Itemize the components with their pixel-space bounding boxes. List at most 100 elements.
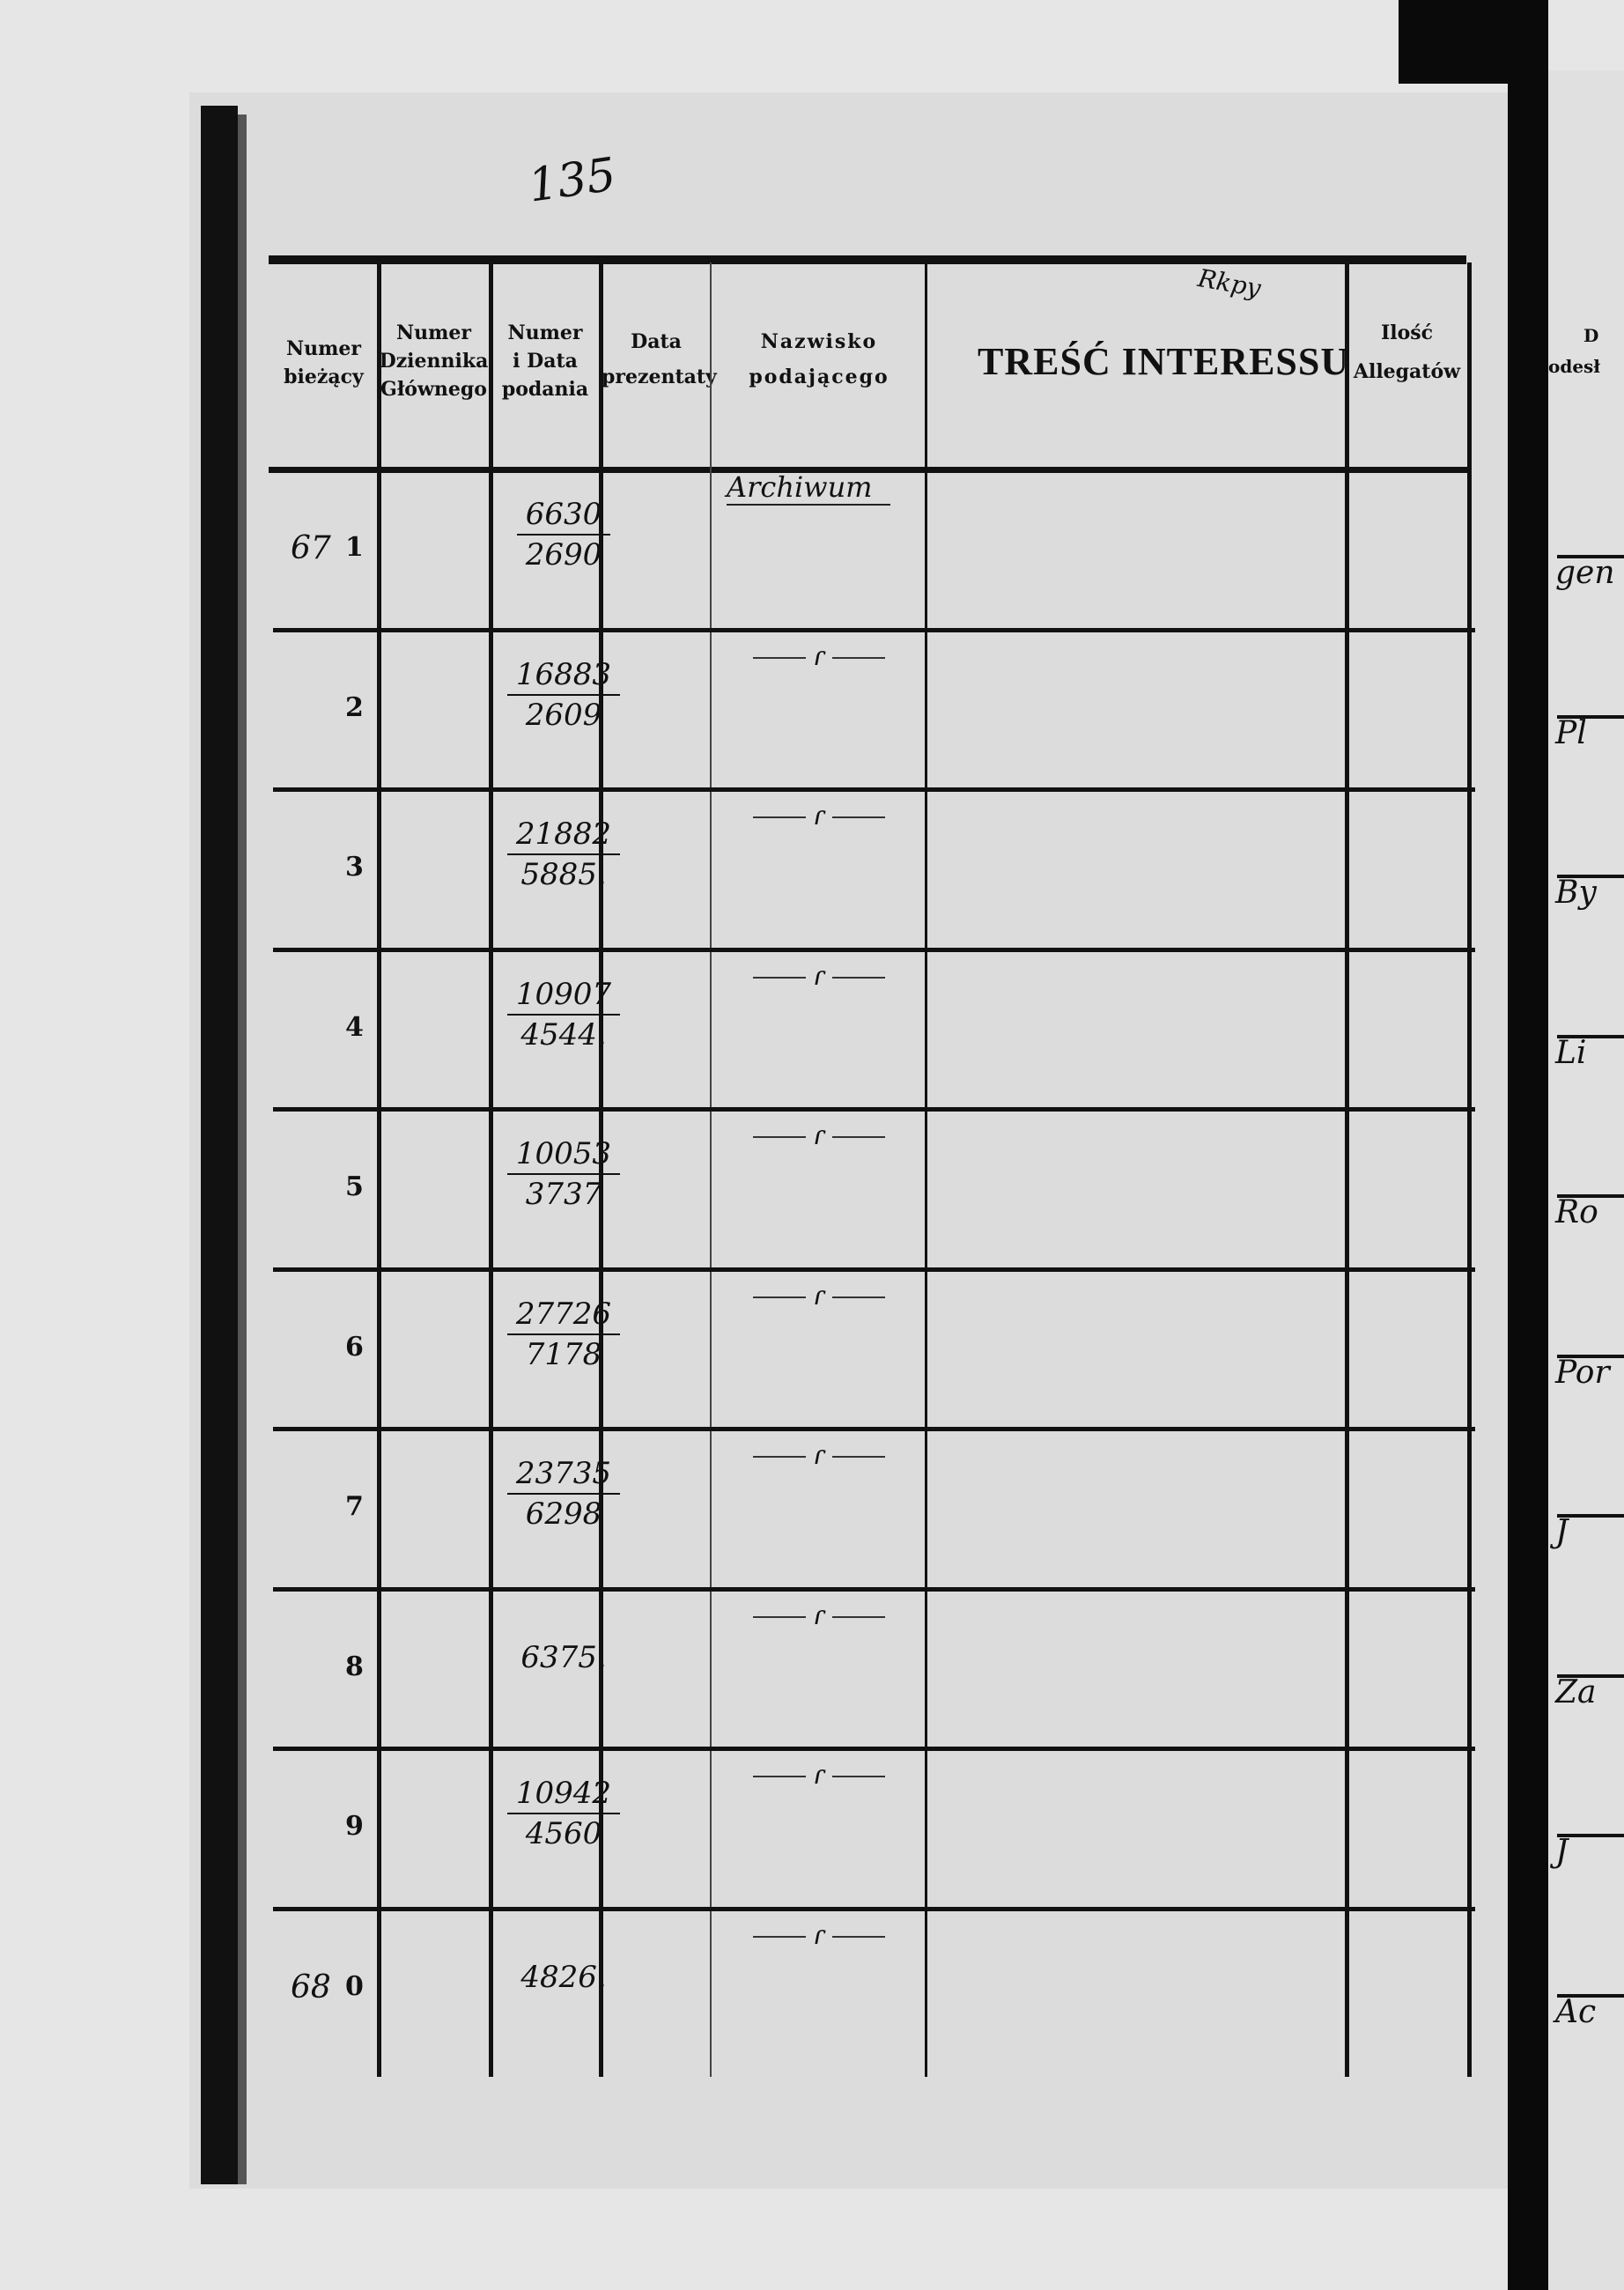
header-line: podania [501,378,589,401]
facing-row-rule [1557,1034,1624,1038]
row-number: 7 [345,1491,364,1522]
row-rule [273,1586,1475,1592]
header-line: Numer [286,337,361,360]
header-ilosc-allegatow: Ilość Allegatów [1347,319,1466,386]
facing-row-rule [1557,714,1624,719]
table-row: 7 23735 6298 ɾ [0,1429,1497,1590]
facing-row-rule [1557,1834,1624,1837]
facing-row-rule [1557,555,1624,558]
header-data-prezentaty: Data prezentaty [602,328,717,391]
facing-row-fragment: Ro [1555,1194,1598,1230]
facing-row-fragment: J [1555,1834,1569,1870]
table-row: 9 10942 4560 ɾ [0,1749,1497,1910]
table-row: 4 10907 4544. ɾ [0,950,1497,1111]
facing-row-fragment: Pl [1555,714,1587,751]
table-row: 3 21882 5885. ɾ [0,790,1497,950]
header-numer-data-podania: Numer i Data podania [491,319,599,403]
row-rule [273,1107,1475,1112]
facing-row-rule [1557,875,1624,878]
row-number: 1 [345,532,364,563]
row-number: 8 [345,1651,364,1682]
header-line: Ilość [1380,321,1434,344]
header-line: i Data [513,350,578,373]
filing-date: 4560 [525,1816,602,1851]
header-numer-dziennika: Numer Dziennika Głównego [379,319,489,403]
row-number: 4 [345,1011,364,1043]
facing-row-rule [1557,1993,1624,1998]
row-rule [273,1267,1475,1272]
col-divider-5 [925,262,927,2077]
number-and-date-cell: 10942 4560 [498,1774,630,1853]
filing-number: 10942 [506,1774,621,1814]
col-divider-3 [599,262,603,2077]
row-number: 9 [345,1811,364,1842]
filing-number: 4826. [520,1959,607,1995]
filing-number: 16883 [506,655,621,696]
ditto-mark: ɾ [718,961,920,992]
col-divider-7 [1467,262,1472,2077]
book-spine-edge [238,114,247,2184]
ditto-mark: ɾ [718,1440,920,1471]
facing-row-rule [1557,1354,1624,1358]
filing-number: 10053 [506,1134,621,1175]
row-rule [273,787,1475,792]
row-number: 3 [345,852,364,883]
header-numer-biezacy: Numer bieżący [273,335,374,391]
facing-row-fragment: Za [1555,1673,1597,1710]
filing-date: 2609 [525,697,602,733]
ditto-mark: ɾ [718,1281,920,1311]
filing-date: 3737 [525,1177,602,1212]
ditto-mark: ɾ [718,1600,920,1631]
table-row: 1 67 6630 2690 Archiwum [0,470,1497,631]
row-rule [273,947,1475,952]
facing-header-2: odesł [1548,356,1601,377]
facing-row-fragment: By [1555,875,1597,911]
number-and-date-cell: 23735 6298 [498,1454,630,1533]
facing-row-fragment: Li [1555,1034,1587,1071]
number-and-date-cell: 16883 2609 [498,655,630,735]
facing-row-fragment: Ac [1555,1993,1597,2030]
facing-row-rule [1557,1673,1624,1678]
header-line: Data [631,330,682,353]
table-row: 5 10053 3737 ɾ [0,1110,1497,1270]
applicant-name: Archiwum [727,470,890,506]
filing-date: 7178 [525,1336,602,1372]
col-divider-1 [377,262,381,2077]
row-number: 0 [345,1970,364,2002]
col-divider-4 [710,262,712,2077]
facing-row-fragment: gen [1555,555,1615,591]
header-line: bieżący [284,366,364,388]
filing-date: 6298 [525,1496,602,1532]
facing-page: D odesł gen Pl By Li Ro Por J Za J Ac [1548,70,1624,2290]
filing-date: 5885. [520,857,607,892]
filing-number: 10907 [506,975,621,1016]
header-line: Dziennika [379,350,489,373]
ditto-mark: ɾ [718,801,920,831]
header-line: podającego [749,366,890,388]
filing-date: 4544. [520,1016,607,1053]
header-bottom-rule [269,467,1468,473]
row-rule [273,1427,1475,1431]
filing-number: 6630 [516,495,611,536]
table-top-rule [269,255,1466,264]
filing-number: 21882 [506,815,621,855]
number-and-date-cell: 21882 5885. [498,815,630,894]
filing-number: 27726 [506,1295,621,1335]
col-divider-6 [1345,262,1349,2077]
header-line: Nazwisko [760,330,878,353]
number-and-date-cell: 6375. [498,1638,630,1677]
number-and-date-cell: 27726 7178 [498,1295,630,1374]
filing-number: 6375. [520,1639,607,1675]
col-divider-2 [489,262,493,2077]
number-and-date-cell: 6630 2690 [498,495,630,574]
header-line: Numer [507,321,583,344]
number-and-date-cell: 10053 3737 [498,1134,630,1214]
filing-number: 23735 [506,1454,621,1495]
ditto-mark: ɾ [718,1920,920,1951]
header-line: Numer [396,321,471,344]
row-number: 6 [345,1331,364,1363]
header-line: Głównego [380,378,487,401]
facing-row-fragment: Por [1555,1354,1610,1391]
ditto-mark: ɾ [718,1760,920,1791]
header-tresc-interessu: TREŚĆ INTERESSU [978,340,1350,383]
